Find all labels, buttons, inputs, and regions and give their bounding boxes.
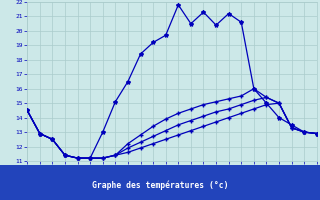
Text: Graphe des températures (°c): Graphe des températures (°c) xyxy=(92,181,228,190)
